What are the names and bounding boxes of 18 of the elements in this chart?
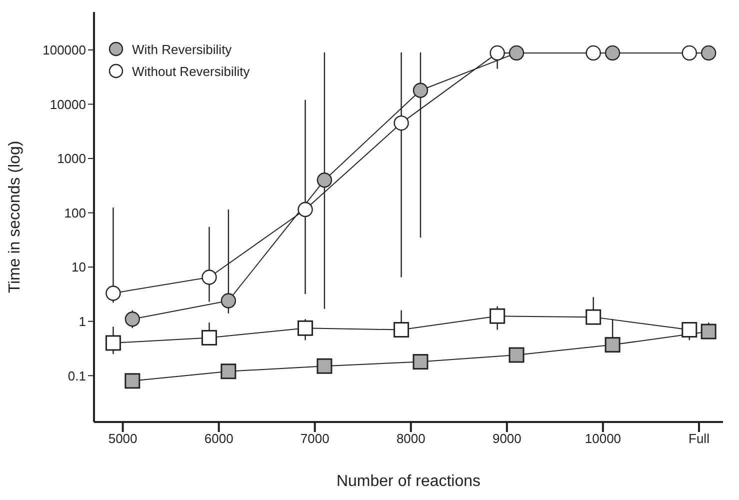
x-tick-label: 8000: [396, 431, 426, 446]
x-tick-label: Full: [688, 431, 710, 446]
y-tick-label: 10000: [50, 96, 86, 112]
y-axis-title: Time in seconds (log): [6, 140, 24, 294]
legend-label: Without Reversibility: [132, 64, 250, 78]
x-tick-label: 9000: [492, 431, 522, 446]
y-tick-label: 1: [78, 314, 86, 329]
x-tick-label: 5000: [108, 431, 138, 446]
y-tick-label: 0.1: [68, 368, 86, 384]
x-axis-title: Number of reactions: [336, 473, 481, 490]
x-tick-label: 7000: [300, 431, 330, 446]
y-tick-label: 100: [64, 205, 86, 220]
y-tick-label: 1000: [57, 151, 86, 166]
legend-label: With Reversibility: [132, 42, 232, 56]
x-tick-label: 10000: [584, 431, 622, 446]
y-tick-label: 10: [72, 260, 86, 275]
x-tick-label: 6000: [204, 431, 234, 446]
y-tick-label: 100000: [42, 42, 86, 58]
